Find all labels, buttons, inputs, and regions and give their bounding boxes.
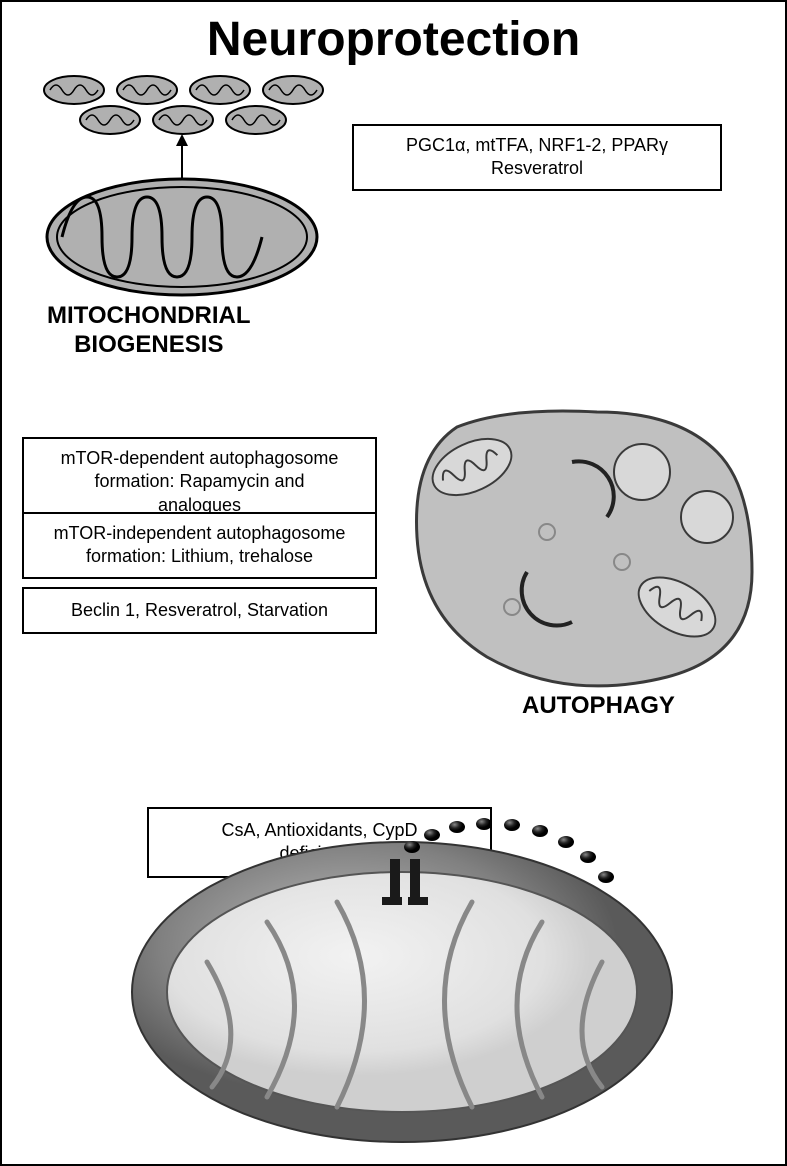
beclin-box: Beclin 1, Resveratrol, Starvation [22, 587, 377, 634]
biogenesis-label: MITOCHONDRIALBIOGENESIS [47, 302, 251, 360]
autophagy-icon [397, 397, 767, 702]
mptp-icon [112, 787, 692, 1162]
biogenesis-box: PGC1α, mtTFA, NRF1-2, PPARγResveratrol [352, 124, 722, 191]
page-title: Neuroprotection [207, 12, 580, 67]
mtor-independent-box: mTOR-independent autophagosomeformation:… [22, 512, 377, 579]
biogenesis-icon [22, 72, 342, 307]
